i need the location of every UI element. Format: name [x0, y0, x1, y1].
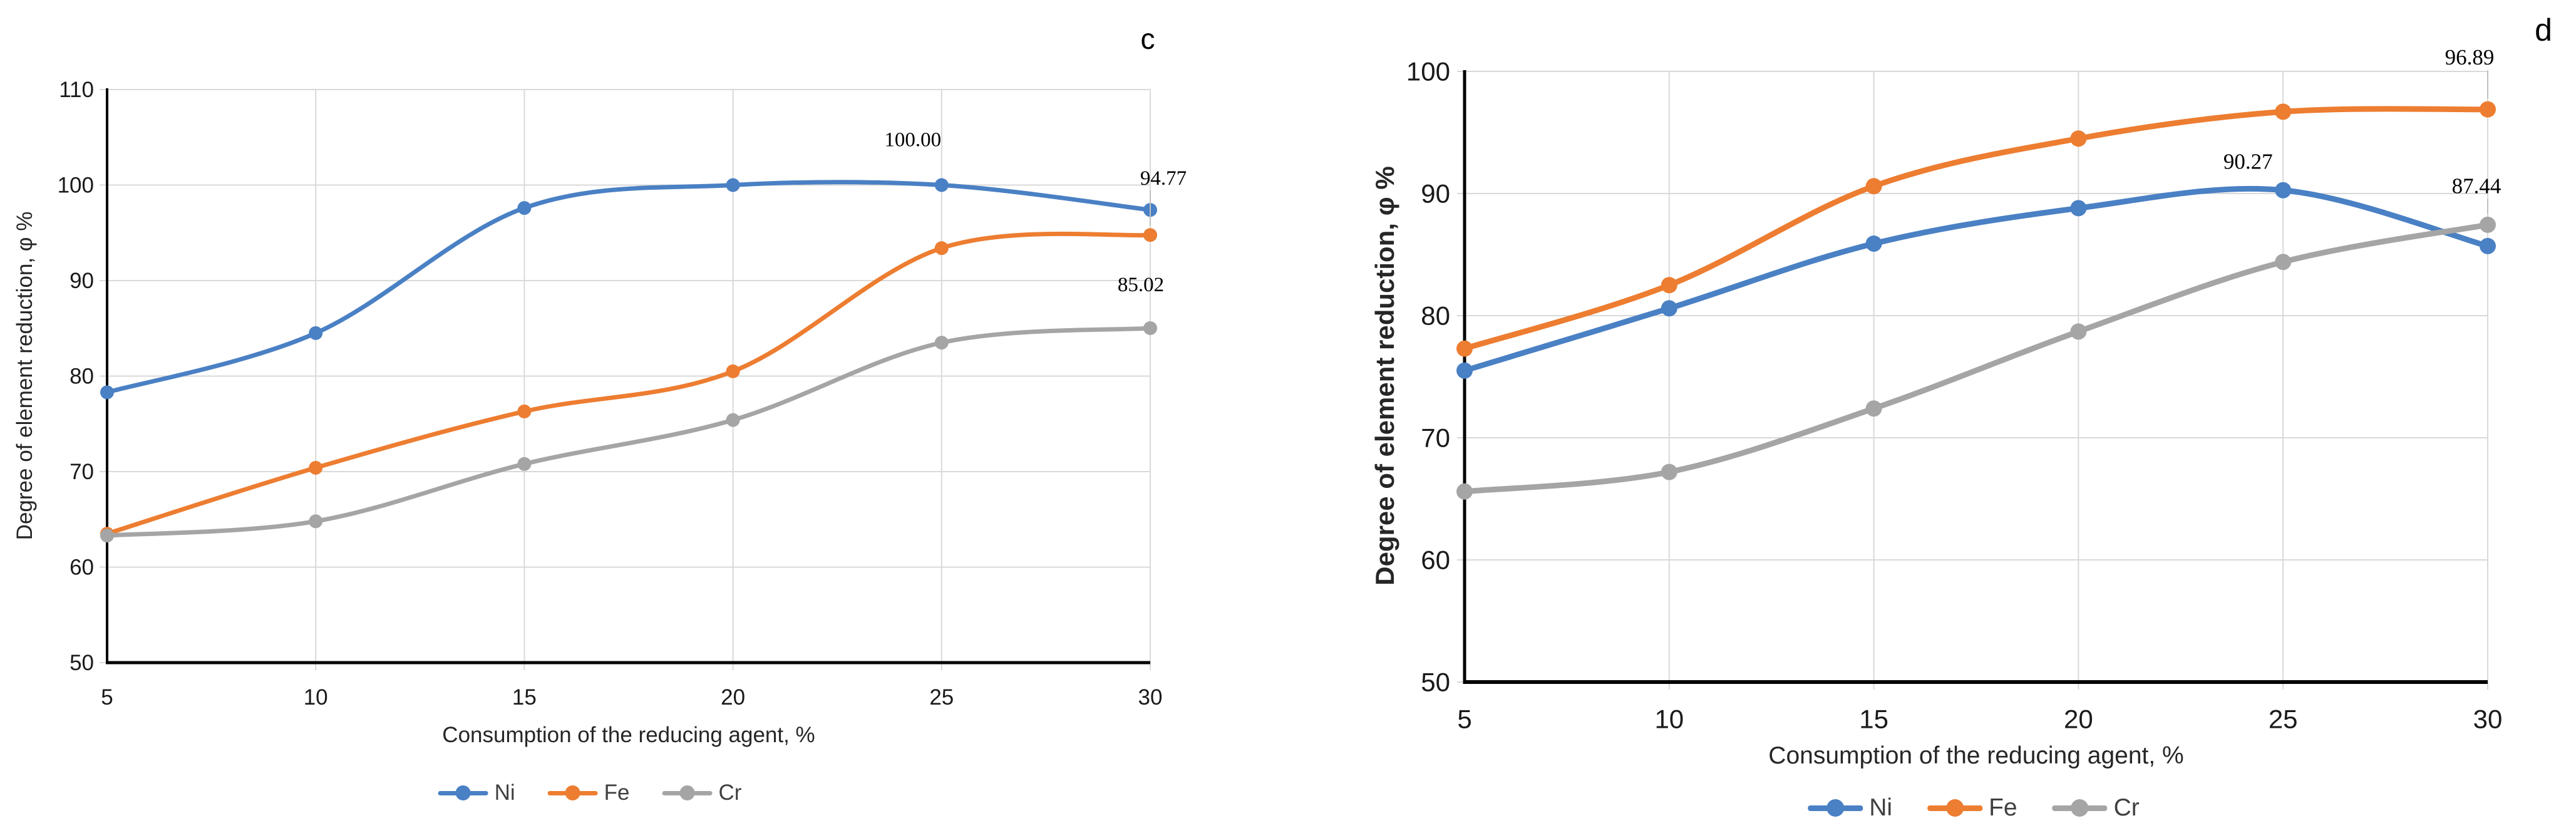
legend-label-fe: Fe — [604, 780, 630, 805]
tick-labels: 110 100 90 80 70 60 50 5 10 15 20 25 30 — [58, 78, 1163, 710]
x-axis-title-c: Consumption of the reducing agent, % — [442, 723, 815, 747]
y-tick-label: 50 — [70, 651, 94, 675]
legend-marker-fe — [1927, 799, 1983, 817]
legend-marker-ni — [438, 785, 488, 800]
legend-item-ni: Ni — [1808, 794, 1892, 822]
y-tick-label: 100 — [58, 173, 94, 197]
legend-item-cr: Cr — [2052, 794, 2140, 822]
legend-item-ni: Ni — [438, 780, 515, 805]
series-ni-markers — [100, 178, 1157, 400]
x-tick-label: 5 — [101, 685, 113, 710]
chart-c: 100.00 94.77 85.02 110 100 90 80 70 60 50 5 10 15 20 2… — [58, 78, 1187, 710]
legend-label-ni: Ni — [494, 780, 515, 805]
legend-dot-cr — [679, 785, 695, 800]
series-cr-line — [1461, 222, 2491, 495]
y-tick-label: 80 — [70, 364, 94, 388]
x-tick-label: 30 — [1138, 685, 1163, 710]
y-tick-label: 60 — [1421, 545, 1450, 574]
series-ni-line — [105, 180, 1153, 395]
chart-d: 96.89 90.27 87.44 100 90 80 70 60 505 10 15 20 25 30 — [1406, 45, 2502, 733]
series-fe-line — [105, 231, 1153, 536]
x-tick-label: 25 — [2269, 704, 2298, 733]
series-cr-line — [105, 326, 1153, 538]
y-tick-label: 110 — [59, 78, 94, 102]
legend-label-cr: Cr — [718, 780, 742, 805]
panel-letter-d: d — [2535, 13, 2552, 48]
y-tick-label: 70 — [1421, 423, 1450, 452]
legend-marker-cr — [662, 785, 713, 800]
y-axis-title-d: Degree of element reduction, φ % — [1370, 166, 1399, 586]
x-tick-label: 15 — [1859, 704, 1888, 733]
data-label-85.02: 85.02 — [1118, 274, 1164, 296]
legend-item-fe: Fe — [547, 780, 630, 805]
series-cr-markers — [100, 321, 1157, 543]
series-fe-markers — [100, 228, 1157, 541]
tick-labels: 100 90 80 70 60 505 10 15 20 25 30 — [1406, 56, 2502, 733]
legend-d: Ni Fe Cr — [1808, 794, 2140, 822]
x-axis-title-d: Consumption of the reducing agent, % — [1768, 742, 2184, 769]
legend-marker-ni — [1808, 799, 1863, 817]
legend-dot-cr — [2071, 799, 2089, 817]
x-tick-label: 10 — [304, 685, 328, 710]
series-ni-line — [1461, 185, 2491, 374]
y-tick-label: 90 — [1421, 178, 1450, 208]
x-tick-label: 20 — [2064, 704, 2093, 733]
y-tick-label: 90 — [70, 269, 94, 293]
x-tick-label: 30 — [2473, 704, 2503, 733]
legend-dot-fe — [565, 785, 580, 800]
gridlines — [1457, 71, 2488, 690]
x-tick-label: 15 — [512, 685, 537, 710]
legend-dot-ni — [455, 785, 471, 800]
y-tick-label: 100 — [1406, 56, 1450, 86]
series-cr-markers — [1456, 216, 2496, 500]
data-label-96.89: 96.89 — [2445, 45, 2495, 70]
series-fe-line — [1461, 106, 2491, 352]
legend-marker-fe — [547, 785, 598, 800]
gridlines — [100, 89, 1151, 670]
y-axis-title-c: Degree of element reduction, φ % — [13, 211, 37, 541]
y-tick-label: 50 — [1421, 667, 1450, 696]
data-label-94.77: 94.77 — [1140, 167, 1187, 190]
data-label-87.44: 87.44 — [2452, 174, 2501, 199]
legend-item-cr: Cr — [662, 780, 741, 805]
data-label-100.00: 100.00 — [884, 128, 941, 151]
y-tick-label: 60 — [70, 555, 94, 579]
y-tick-label: 80 — [1421, 301, 1450, 330]
x-tick-label: 25 — [929, 685, 954, 710]
series-fe-markers — [1456, 101, 2496, 357]
legend-item-fe: Fe — [1927, 794, 2017, 822]
legend-label-cr: Cr — [2113, 794, 2140, 821]
legend-label-fe: Fe — [1989, 794, 2017, 821]
legend-dot-ni — [1826, 799, 1845, 817]
legend-marker-cr — [2052, 799, 2108, 817]
panel-letter-c: c — [1140, 23, 1155, 55]
legend-label-ni: Ni — [1869, 794, 1893, 821]
legend-dot-fe — [1946, 799, 1964, 817]
x-tick-label: 20 — [721, 685, 745, 710]
data-label-90.27: 90.27 — [2223, 149, 2273, 173]
series-ni-markers — [1456, 182, 2496, 379]
y-tick-label: 70 — [70, 460, 94, 484]
x-tick-label: 10 — [1654, 704, 1684, 733]
x-tick-label: 5 — [1457, 704, 1471, 733]
legend-c: Ni Fe Cr — [438, 780, 741, 805]
